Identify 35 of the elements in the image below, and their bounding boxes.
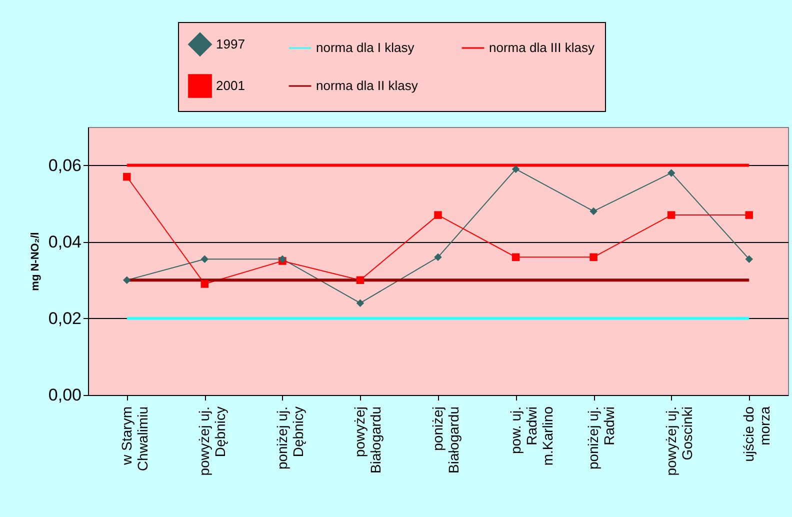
- point: [200, 280, 209, 288]
- legend-label: norma dla III klasy: [489, 40, 595, 55]
- point: [434, 211, 442, 219]
- x-tick-label: powyżej Białogardu: [352, 406, 384, 474]
- point: [745, 211, 753, 219]
- point: [667, 169, 676, 177]
- legend-label: norma dla II klasy: [316, 78, 418, 93]
- point: [512, 165, 520, 173]
- x-tick-label: pow. uj. Radwi m.Karlino: [507, 406, 556, 466]
- y-tick-label: 0,02: [48, 308, 82, 328]
- x-tick-label: ujście do morza: [740, 406, 773, 462]
- y-tick-label: 0,00: [48, 386, 82, 404]
- legend-label: norma dla I klasy: [316, 40, 415, 55]
- point: [356, 276, 364, 284]
- point: [123, 172, 131, 181]
- point: [123, 276, 131, 284]
- legend-label: 1997: [216, 36, 245, 52]
- point: [512, 253, 520, 262]
- point: [590, 253, 598, 262]
- legend-label: 2001: [216, 78, 245, 93]
- point: [356, 299, 364, 307]
- point: [434, 253, 442, 262]
- point: [590, 207, 598, 216]
- point: [667, 211, 676, 219]
- x-tick-label: poniżej Białogardu: [430, 406, 462, 474]
- y-tick-label: 0,04: [48, 232, 82, 252]
- y-axis-title: mg N-NO₂/l: [29, 232, 42, 291]
- x-tick-label: powyżej uj. Goscinki: [662, 406, 695, 476]
- x-tick-label: poniżej uj. Dębnicy: [274, 406, 306, 470]
- point: [200, 255, 209, 263]
- y-tick-label: 0,06: [48, 156, 82, 175]
- x-tick-label: powyżej uj. Dębnicy: [196, 406, 228, 476]
- x-tick-label: poniżej uj. Radwi: [585, 406, 618, 470]
- point: [745, 255, 753, 263]
- x-tick-label: w Starym Chwalimiu: [118, 406, 150, 472]
